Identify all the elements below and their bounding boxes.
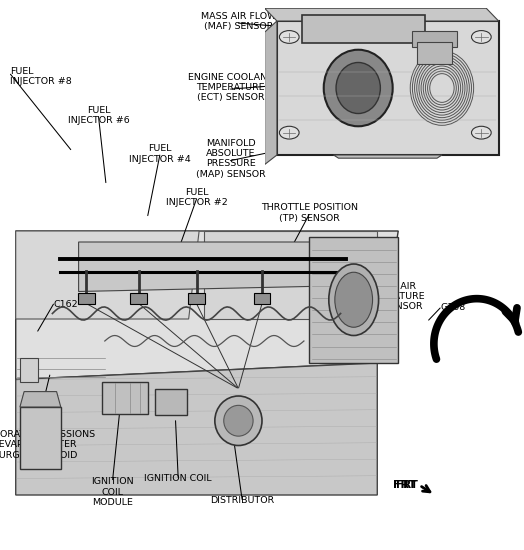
Text: ENGINE COOLANT
TEMPERATURE
(ECT) SENSOR: ENGINE COOLANT TEMPERATURE (ECT) SENSOR [188, 73, 273, 102]
FancyBboxPatch shape [302, 15, 424, 43]
Bar [102, 382, 148, 414]
Bar [130, 293, 147, 304]
Bar [417, 42, 452, 64]
Polygon shape [265, 8, 498, 21]
Polygon shape [79, 242, 341, 292]
Text: MASS AIR FLOW
(MAF) SENSOR: MASS AIR FLOW (MAF) SENSOR [201, 12, 276, 31]
Text: FUEL
INJECTOR #2: FUEL INJECTOR #2 [166, 188, 227, 207]
Text: FUEL
INJECTOR #4: FUEL INJECTOR #4 [129, 144, 191, 163]
Text: G108: G108 [440, 304, 465, 312]
Text: C162: C162 [53, 300, 78, 309]
Text: MANIFOLD
ABSOLUTE
PRESSURE
(MAP) SENSOR: MANIFOLD ABSOLUTE PRESSURE (MAP) SENSOR [195, 139, 266, 179]
Polygon shape [334, 155, 442, 158]
Ellipse shape [329, 264, 378, 336]
Ellipse shape [336, 63, 380, 113]
Bar [188, 293, 205, 304]
Bar [155, 389, 187, 415]
Text: INTAKE AIR
TEMPERATURE
(IAT) SENSOR: INTAKE AIR TEMPERATURE (IAT) SENSOR [356, 282, 424, 311]
Text: FRT: FRT [396, 480, 418, 490]
Text: DISTRIBUTOR: DISTRIBUTOR [210, 496, 274, 505]
Text: THROTTLE POSITION
(TP) SENSOR: THROTTLE POSITION (TP) SENSOR [260, 204, 358, 223]
Circle shape [279, 126, 299, 139]
Circle shape [472, 126, 491, 139]
Ellipse shape [335, 272, 373, 327]
Polygon shape [16, 231, 398, 380]
Polygon shape [309, 236, 398, 363]
FancyBboxPatch shape [277, 21, 499, 155]
Ellipse shape [324, 50, 392, 127]
Bar [254, 293, 270, 304]
Circle shape [215, 396, 262, 446]
Bar [78, 293, 95, 304]
Circle shape [279, 31, 299, 43]
Circle shape [224, 405, 253, 436]
Polygon shape [265, 21, 277, 164]
Polygon shape [204, 231, 377, 319]
Polygon shape [16, 231, 199, 319]
Text: IGNITION
COIL
MODULE: IGNITION COIL MODULE [91, 477, 134, 507]
Bar [412, 31, 457, 47]
Text: IGNITION COIL: IGNITION COIL [144, 474, 212, 483]
Text: EVAPORATIVE EMISSIONS
(EVAP) CANISTER
PURGE SOLENOID
VALVE: EVAPORATIVE EMISSIONS (EVAP) CANISTER PU… [0, 430, 95, 470]
Text: FRT: FRT [394, 480, 417, 490]
Polygon shape [20, 392, 61, 407]
Polygon shape [16, 363, 377, 495]
Text: IDLE AIR
CONTROL
(IAC) MOTOR: IDLE AIR CONTROL (IAC) MOTOR [323, 236, 385, 266]
Bar [20, 407, 61, 469]
Text: FUEL
INJECTOR #6: FUEL INJECTOR #6 [68, 106, 129, 125]
Text: FUEL
INJECTOR #8: FUEL INJECTOR #8 [10, 67, 72, 86]
Bar [20, 358, 38, 382]
Circle shape [472, 31, 491, 43]
